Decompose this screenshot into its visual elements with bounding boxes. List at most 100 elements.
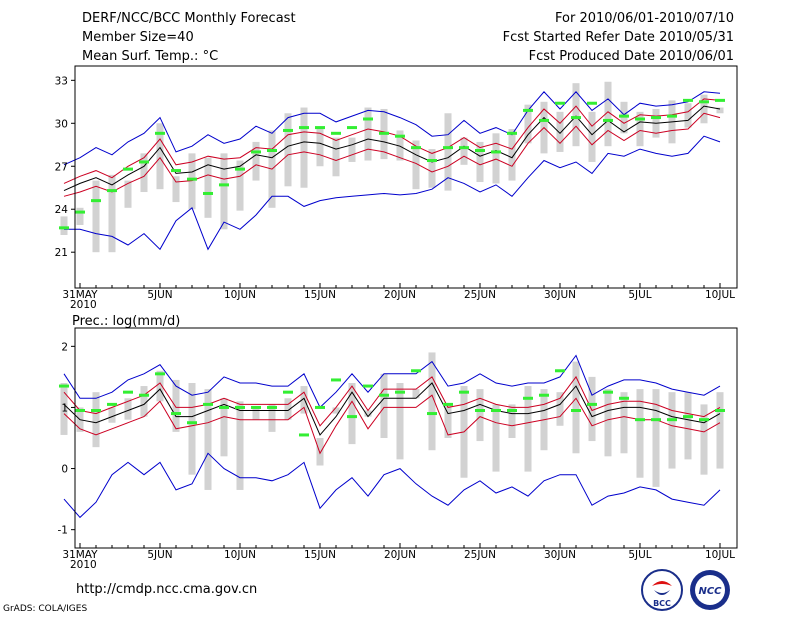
ensemble-box	[620, 392, 628, 454]
ensemble-box	[508, 404, 516, 438]
ensemble-box	[172, 379, 180, 432]
median-mark	[715, 409, 725, 412]
median-mark	[203, 191, 213, 195]
ensemble-box	[204, 389, 212, 490]
median-mark	[587, 101, 597, 105]
series-max-line	[63, 91, 721, 166]
ensemble-box	[188, 153, 196, 210]
median-mark	[427, 412, 437, 416]
ensemble-box	[652, 389, 660, 487]
ensemble-box	[684, 103, 692, 128]
ensemble-box	[140, 153, 148, 193]
x-tick-label: 10JUL	[705, 549, 735, 561]
plot-frame	[74, 327, 738, 549]
ensemble-box	[492, 133, 500, 184]
start-date: Fcst Started Refer Date 2010/05/31	[502, 30, 734, 45]
ensemble-box	[108, 174, 116, 253]
x-tick-label: 31MAY	[62, 289, 98, 301]
series-min-line	[63, 452, 721, 519]
median-mark	[171, 412, 181, 416]
x-tick-label: 5JUN	[147, 549, 172, 561]
ensemble-box	[236, 160, 244, 211]
median-mark	[667, 114, 677, 118]
source-url[interactable]: http://cmdp.ncc.cma.gov.cn	[76, 582, 258, 597]
ensemble-box	[476, 389, 484, 442]
median-mark	[75, 409, 85, 412]
y-tick-label: -1	[58, 525, 68, 537]
ensemble-box	[252, 407, 260, 420]
median-mark	[683, 415, 693, 419]
median-mark	[219, 183, 229, 187]
median-mark	[203, 402, 213, 406]
median-mark	[507, 409, 517, 412]
ensemble-box	[156, 123, 164, 190]
ensemble-box	[476, 141, 484, 183]
y-tick-label: 33	[55, 75, 68, 87]
median-mark	[523, 396, 533, 400]
median-mark	[475, 409, 485, 412]
median-mark	[75, 210, 85, 214]
ensemble-box	[156, 370, 164, 402]
ensemble-box	[252, 141, 260, 181]
ensemble-box	[220, 153, 228, 230]
median-mark	[331, 131, 341, 135]
median-mark	[411, 146, 421, 150]
ensemble-box	[268, 404, 276, 432]
median-mark	[139, 160, 149, 164]
median-mark	[555, 101, 565, 105]
ensemble-box	[700, 94, 708, 124]
ensemble-box	[60, 383, 68, 435]
ensemble-box	[572, 83, 580, 147]
x-tick-year: 2010	[70, 559, 97, 571]
median-mark	[315, 126, 325, 130]
produced-date: Fcst Produced Date 2010/06/01	[528, 49, 734, 64]
ensemble-box	[172, 176, 180, 203]
median-mark	[459, 146, 469, 150]
ensemble-box	[556, 392, 564, 426]
median-mark	[443, 402, 453, 406]
y-tick-label: 0	[61, 464, 68, 476]
median-mark	[363, 384, 373, 388]
ensemble-box	[412, 140, 420, 190]
median-mark	[571, 409, 581, 412]
median-mark	[699, 418, 709, 422]
ensemble-box	[316, 438, 324, 466]
median-mark	[379, 131, 389, 135]
x-tick-label: 25JUN	[464, 289, 496, 301]
median-mark	[59, 384, 69, 388]
median-mark	[251, 150, 261, 154]
median-mark	[91, 409, 101, 412]
ensemble-box	[92, 180, 100, 253]
median-mark	[411, 369, 421, 373]
x-tick-label: 25JUN	[464, 549, 496, 561]
grads-credit: GrADS: COLA/IGES	[3, 604, 88, 614]
ensemble-box	[380, 373, 388, 438]
ensemble-box	[236, 401, 244, 490]
median-mark	[283, 128, 293, 132]
ensemble-box	[508, 129, 516, 181]
ensemble-box	[332, 407, 340, 414]
precip-label: Prec.: log(mm/d)	[72, 314, 181, 329]
ensemble-box	[396, 383, 404, 460]
ensemble-box	[316, 129, 324, 167]
x-tick-label: 30JUN	[544, 289, 576, 301]
median-mark	[139, 393, 149, 397]
ensemble-box	[348, 383, 356, 445]
median-mark	[267, 405, 277, 409]
ensemble-box	[204, 157, 212, 218]
ensemble-box	[124, 180, 132, 208]
x-tick-label: 15JUN	[304, 289, 336, 301]
median-mark	[363, 117, 373, 121]
ensemble-box	[300, 107, 308, 188]
ensemble-box	[284, 398, 292, 420]
median-mark	[331, 378, 341, 382]
median-mark	[187, 421, 197, 425]
ensemble-box	[556, 111, 564, 152]
median-mark	[379, 393, 389, 397]
ensemble-box	[636, 111, 644, 147]
median-mark	[395, 390, 405, 394]
median-mark	[491, 150, 501, 154]
median-mark	[555, 369, 565, 373]
median-mark	[171, 169, 181, 173]
